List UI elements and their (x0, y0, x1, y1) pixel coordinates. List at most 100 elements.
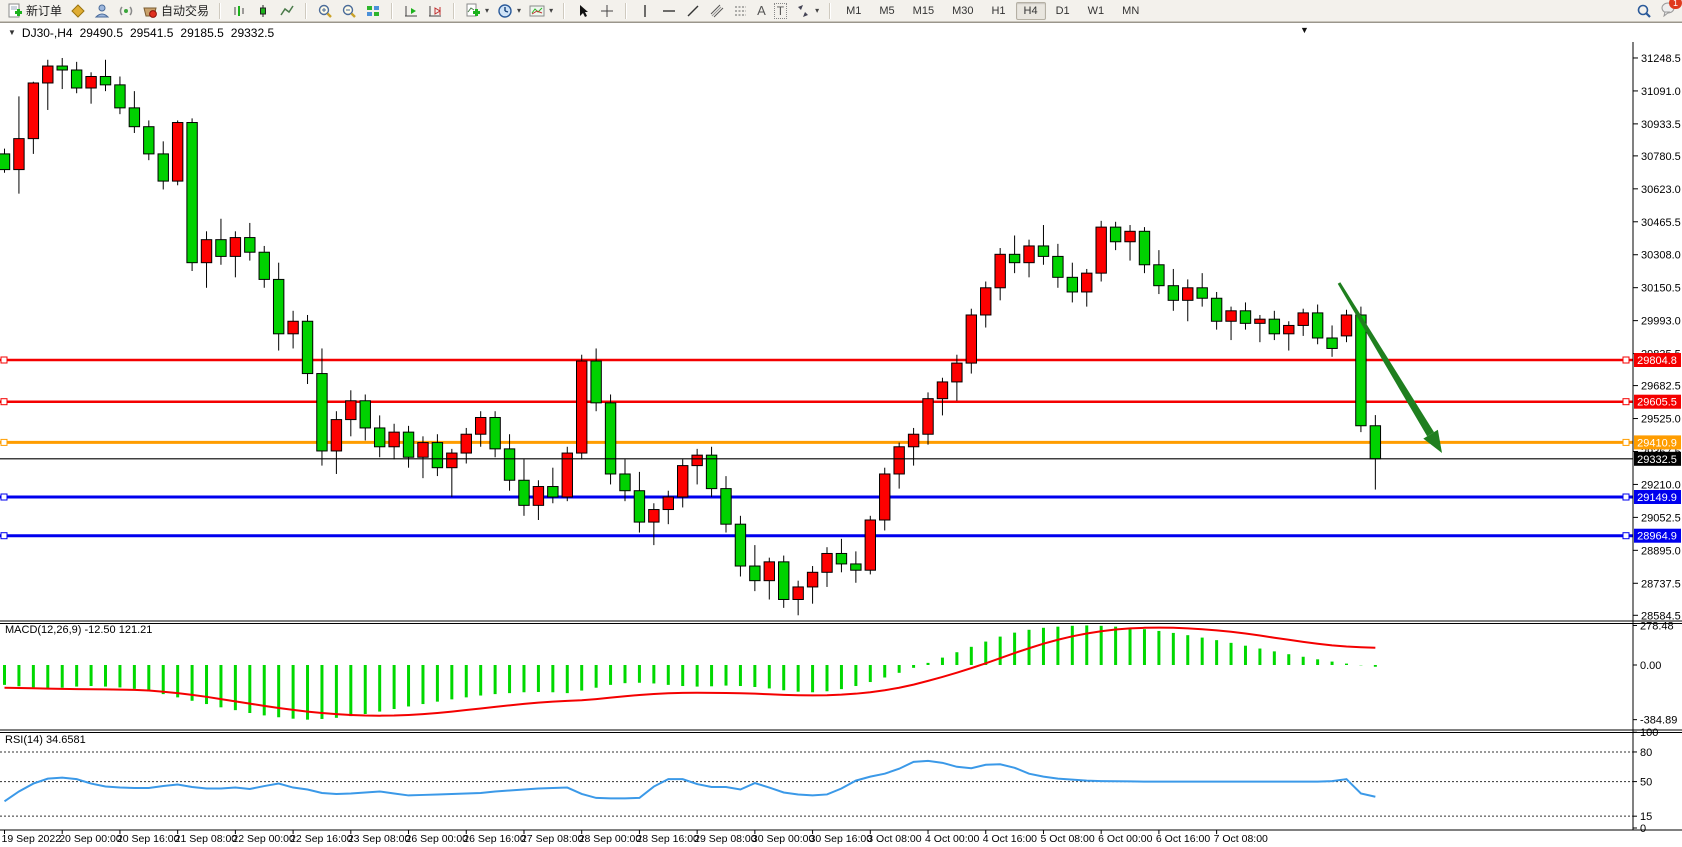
rsi-axis-label: 15 (1640, 811, 1652, 823)
indicators-button[interactable]: ▾ (461, 2, 493, 20)
crosshair-button[interactable] (595, 2, 619, 20)
timeframe-w1[interactable]: W1 (1087, 4, 1105, 17)
auto-scroll-button[interactable] (399, 2, 423, 20)
svg-text:29149.9: 29149.9 (1637, 492, 1677, 504)
text-tool-button[interactable]: A (753, 2, 770, 19)
trendline-button[interactable] (681, 2, 705, 20)
zoom-out-icon (341, 3, 357, 19)
price-badge: 29410.9 (1634, 435, 1681, 450)
line-handle-left (0, 398, 8, 406)
time-tick-label: 23 Sep 08:00 (348, 833, 411, 845)
signal-button[interactable] (114, 2, 138, 20)
timeframe-m30[interactable]: M30 (952, 4, 974, 17)
symbol-expand-arrow[interactable]: ▼ (8, 28, 16, 37)
symbol-title: DJ30-,H4 (21, 25, 73, 40)
zoom-in-icon (317, 3, 333, 19)
periods-dropdown-arrow[interactable]: ▾ (517, 6, 522, 15)
periods-button[interactable]: ▾ (493, 2, 525, 20)
cursor-button[interactable] (571, 2, 595, 20)
time-tick-label: 30 Sep 16:00 (810, 833, 873, 845)
candlestick-series (0, 57, 1382, 616)
price-axis[interactable]: 31248.5 31091.0 30933.5 30780.5 30623.0 30465… (1633, 53, 1681, 835)
rsi-axis-label: 80 (1640, 747, 1652, 759)
chart-profile-button[interactable] (66, 2, 90, 20)
time-tick-label: 28 Sep 00:00 (579, 833, 642, 845)
time-tick-label: 28 Sep 16:00 (636, 833, 699, 845)
person-icon (94, 3, 110, 19)
notifications-button[interactable]: 1 (1660, 0, 1682, 20)
new-order-button[interactable]: 新订单 (3, 1, 66, 20)
arrows-tool-button[interactable]: ▾ (791, 2, 823, 20)
bar-chart-button[interactable] (227, 2, 251, 20)
price-badge: 28964.9 (1634, 528, 1681, 543)
price-badge: 29149.9 (1634, 490, 1681, 505)
equidistant-channel-button[interactable] (705, 2, 729, 20)
rsi-line (3, 759, 1376, 803)
line-chart-button[interactable] (275, 2, 299, 20)
auto-scroll-icon (403, 3, 419, 19)
horizontal-line[interactable] (0, 438, 1633, 446)
timeframe-m15[interactable]: M15 (912, 4, 935, 17)
timeframe-mn[interactable]: MN (1122, 4, 1140, 17)
horizontal-line[interactable] (0, 532, 1633, 540)
fibonacci-icon (733, 3, 749, 19)
zoom-out-button[interactable] (337, 2, 361, 20)
text-label-tool-button[interactable]: T (770, 2, 791, 20)
fibonacci-button[interactable] (729, 2, 753, 20)
horizontal-line[interactable] (0, 493, 1633, 501)
macd-axis-label: -384.89 (1640, 715, 1677, 727)
line-handle-left (0, 356, 8, 364)
line-handle-right (1622, 493, 1630, 501)
timeframe-h1[interactable]: H1 (991, 4, 1006, 17)
autotrading-label: 自动交易 (161, 4, 210, 18)
market-watch-button[interactable] (90, 2, 114, 20)
time-tick-label: 3 Oct 08:00 (867, 833, 921, 845)
autotrading-button[interactable]: 自动交易 (138, 1, 213, 20)
main-toolbar: 新订单 自动交易 (0, 0, 1682, 22)
price-tick-label: 28737.5 (1641, 578, 1681, 590)
search-icon[interactable] (1636, 3, 1652, 19)
new-order-label: 新订单 (26, 4, 63, 18)
profile-diamond-icon (70, 3, 86, 19)
collapse-arrow[interactable]: ▼ (1300, 25, 1309, 35)
ohlc-close: 29332.5 (230, 25, 275, 40)
templates-button[interactable]: ▾ (525, 2, 557, 20)
time-tick-label: 30 Sep 00:00 (752, 833, 815, 845)
tile-windows-button[interactable] (361, 2, 385, 20)
candlestick-icon (255, 3, 271, 19)
vertical-line-button[interactable] (633, 2, 657, 20)
templates-dropdown-arrow[interactable]: ▾ (549, 6, 554, 15)
price-tick-label: 30933.5 (1641, 119, 1681, 131)
line-handle-right (1622, 438, 1630, 446)
time-tick-label: 27 Sep 08:00 (521, 833, 584, 845)
line-chart-icon (279, 3, 295, 19)
rsi-axis-label: 100 (1640, 727, 1658, 739)
chart-shift-button[interactable] (423, 2, 447, 20)
svg-text:29804.8: 29804.8 (1637, 355, 1677, 367)
candlestick-button[interactable] (251, 2, 275, 20)
crosshair-icon (599, 3, 615, 19)
cursor-icon (575, 3, 591, 19)
horizontal-line-button[interactable] (657, 2, 681, 20)
text-label-icon: T (773, 2, 788, 19)
trend-arrow-annotation[interactable] (1337, 282, 1442, 453)
svg-text:29410.9: 29410.9 (1637, 437, 1677, 449)
macd-header: MACD(12,26,9) -12.50 121.21 (5, 624, 152, 636)
notification-count-badge: 1 (1668, 0, 1682, 9)
chart-shift-icon (427, 3, 443, 19)
panel-borders (0, 42, 1682, 831)
horizontal-line[interactable] (0, 398, 1633, 406)
timeframe-m1[interactable]: M1 (846, 4, 862, 17)
arrows-dropdown-arrow[interactable]: ▾ (815, 6, 820, 15)
timeframe-d1[interactable]: D1 (1055, 4, 1070, 17)
arrows-icon (795, 3, 811, 19)
horizontal-line-icon (661, 3, 677, 19)
price-tick-label: 29993.0 (1641, 316, 1681, 328)
indicators-dropdown-arrow[interactable]: ▾ (485, 6, 490, 15)
timeframe-m5[interactable]: M5 (879, 4, 895, 17)
timeframe-h4[interactable]: H4 (1015, 1, 1046, 20)
zoom-in-button[interactable] (313, 2, 337, 20)
